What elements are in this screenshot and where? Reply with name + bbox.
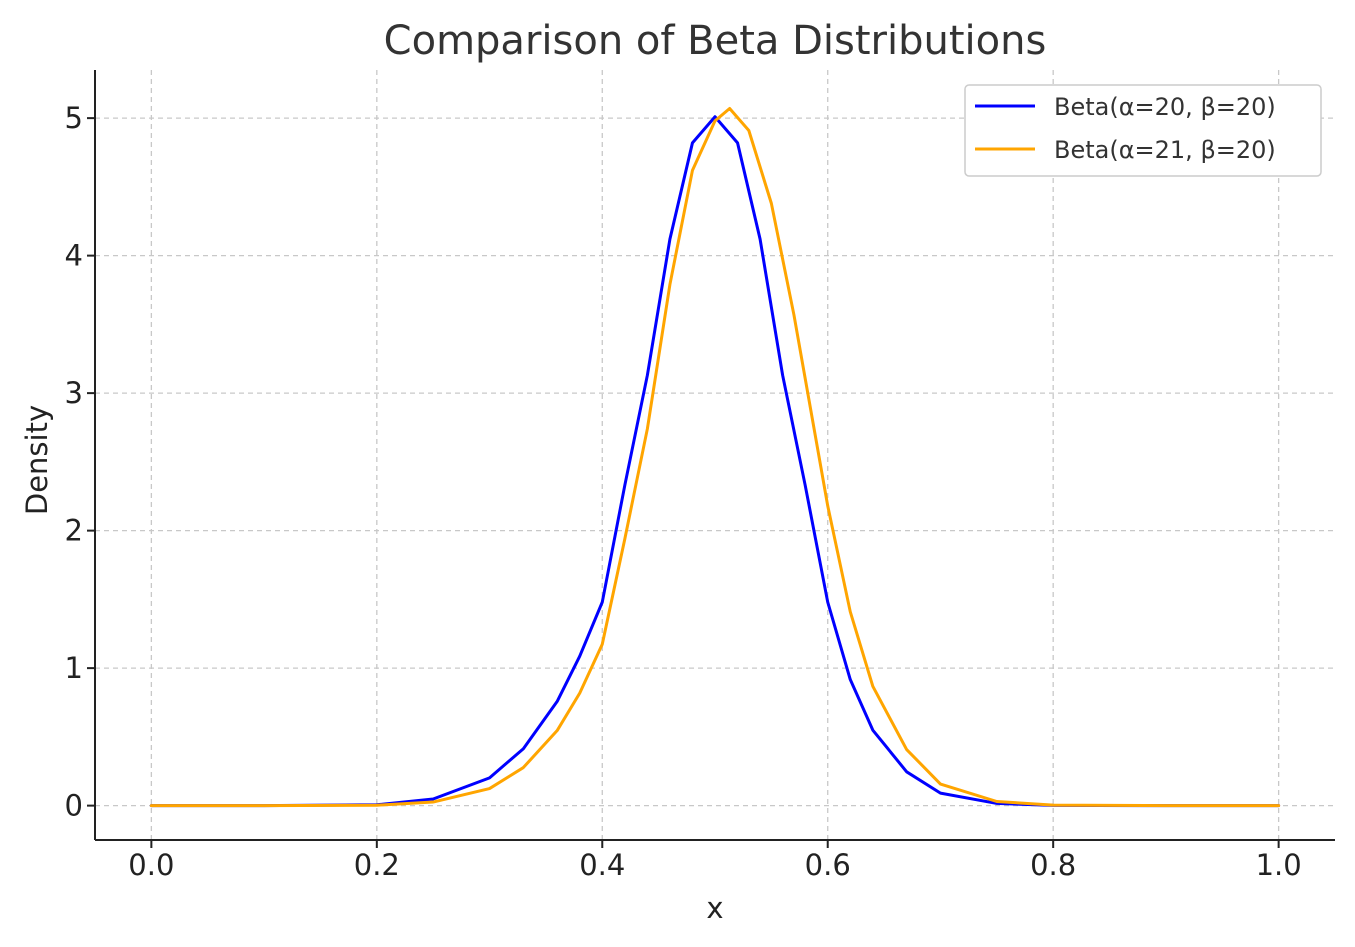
legend-label-series-2: Beta(α=21, β=20) xyxy=(1054,136,1276,164)
x-axis-ticks: 0.0 0.2 0.4 0.6 0.8 1.0 xyxy=(128,840,1302,882)
y-tick-label-5: 5 xyxy=(65,101,83,135)
x-tick-label-2: 0.4 xyxy=(579,848,625,882)
series-line-1 xyxy=(149,115,1281,808)
x-tick-label-1: 0.2 xyxy=(354,848,400,882)
series-lines xyxy=(149,107,1281,808)
axes-spines xyxy=(94,70,1335,841)
y-tick-label-3: 3 xyxy=(65,376,83,410)
grid-lines xyxy=(95,70,1335,840)
y-tick-label-0: 0 xyxy=(65,789,83,823)
legend-box xyxy=(964,84,1322,177)
y-axis-label: Density xyxy=(20,405,54,515)
chart-title: Comparison of Beta Distributions xyxy=(384,18,1047,64)
legend: Beta(α=20, β=20) Beta(α=21, β=20) xyxy=(964,84,1322,177)
x-tick-label-5: 1.0 xyxy=(1256,848,1302,882)
y-tick-label-2: 2 xyxy=(65,514,83,548)
x-tick-label-4: 0.8 xyxy=(1030,848,1076,882)
x-tick-label-0: 0.0 xyxy=(128,848,174,882)
series-line-2 xyxy=(149,107,1281,808)
x-tick-label-3: 0.6 xyxy=(805,848,851,882)
x-axis-label: x xyxy=(706,891,723,925)
y-axis-ticks: 0 1 2 3 4 5 xyxy=(65,101,95,823)
legend-label-series-1: Beta(α=20, β=20) xyxy=(1054,93,1276,121)
y-tick-label-1: 1 xyxy=(65,651,83,685)
y-tick-label-4: 4 xyxy=(65,239,83,273)
